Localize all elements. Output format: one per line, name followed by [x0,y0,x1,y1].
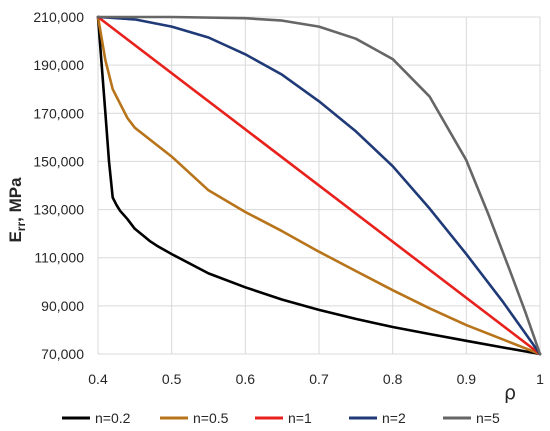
x-tick-label: 0.5 [162,371,182,387]
legend: n=0.2 n=0.5 n=1 n=2 n=5 [62,410,500,426]
series-line-n=5 [96,15,542,356]
legend-label: n=0.5 [193,410,229,426]
legend-label: n=0.2 [95,410,131,426]
y-tick-label: 110,000 [34,250,84,266]
legend-label: n=1 [288,410,312,426]
series-line-n=1 [96,15,542,356]
series-lines [96,15,542,356]
x-tick-label: 0.7 [309,371,329,387]
y-axis-title: Err, MPa [6,177,28,243]
x-tick-label: 0.6 [236,371,256,387]
legend-label: n=5 [476,410,500,426]
legend-label: n=2 [382,410,406,426]
x-tick-label: 1 [536,371,544,387]
x-tick-label: 0.4 [88,371,108,387]
x-tick-label: 0.9 [457,371,477,387]
x-tick-label: 0.8 [383,371,403,387]
x-axis-title: ρ [504,382,516,404]
series-line-n=0.5 [96,15,542,356]
series-line-n=2 [96,15,542,356]
x-tick-labels: 0.4 0.5 0.6 0.7 0.8 0.9 1 [88,371,544,387]
y-tick-labels: 70,000 90,000 110,000 130,000 150,000 170,000… [33,9,84,362]
y-tick-label: 210,000 [33,9,84,25]
series-line-n=0.2 [96,15,542,356]
y-tick-label: 190,000 [33,57,84,73]
y-tick-label: 170,000 [33,105,84,121]
y-tick-label: 150,000 [33,153,84,169]
y-tick-label: 130,000 [33,202,84,218]
y-tick-label: 70,000 [41,346,84,362]
y-tick-label: 90,000 [41,298,84,314]
